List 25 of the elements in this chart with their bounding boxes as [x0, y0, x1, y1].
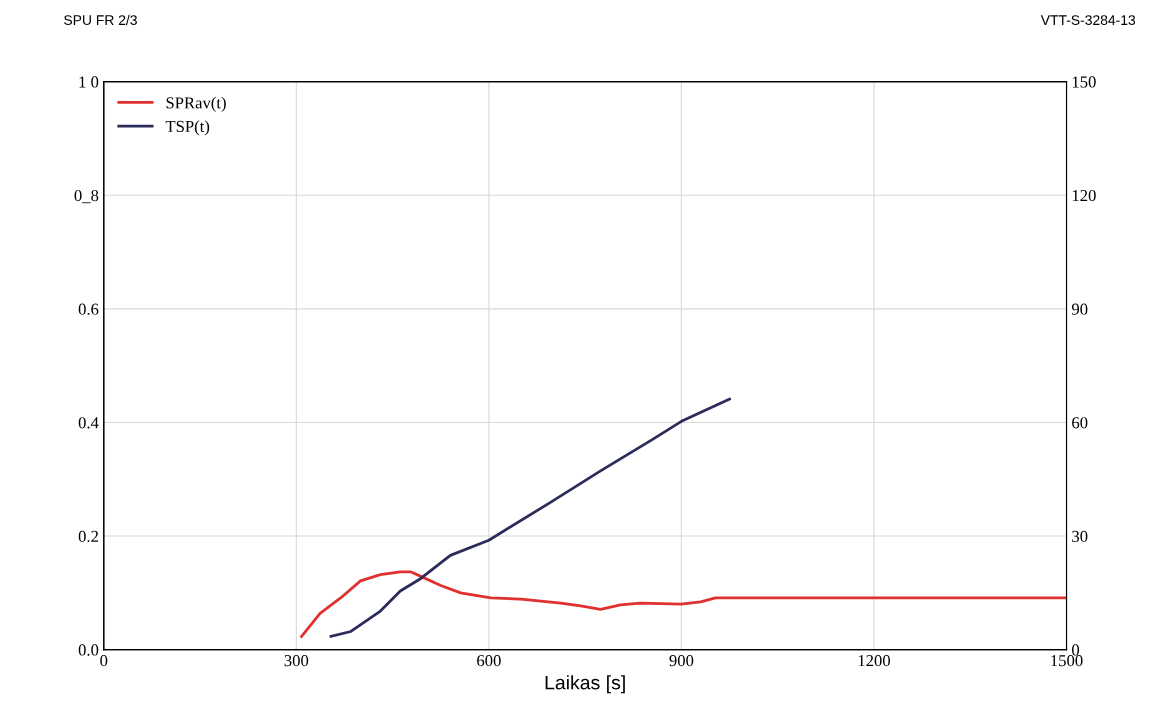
- x-tick-label: 600: [477, 654, 501, 667]
- y-tick-label: 0.2: [78, 530, 98, 543]
- y2-tick-label: 60: [1072, 417, 1088, 429]
- line-series: [300, 570, 1067, 638]
- y-tick-label: 1 0: [79, 76, 99, 88]
- y-tick-label: 0.6: [78, 303, 99, 315]
- x-tick-label: 1500: [1051, 654, 1083, 667]
- y2-tick-label: 30: [1072, 530, 1088, 542]
- y2-tick-label: 150: [1072, 76, 1096, 88]
- y2-tick-label: 90: [1071, 303, 1088, 315]
- x-tick-label: 1200: [858, 654, 891, 667]
- x-tick-label: 0: [100, 654, 108, 667]
- x-axis-title: Laikas [s]: [545, 675, 625, 694]
- legend-label: TSP(t): [165, 120, 210, 136]
- y-tick-label: 0.0: [78, 644, 99, 656]
- x-tick-label: 300: [284, 654, 309, 667]
- line-series: [329, 397, 731, 638]
- y-tick-label: 0_8: [74, 189, 99, 204]
- text: SPU FR 2/3: [64, 14, 137, 26]
- y2-tick-label: 120: [1072, 189, 1096, 202]
- y2-tick-label: 0: [1072, 644, 1080, 656]
- text: VTT-S-3284-13: [1040, 15, 1136, 26]
- y-tick-label: 0.4: [78, 417, 99, 429]
- legend-label: SPRav(t): [166, 96, 226, 112]
- x-tick-label: 900: [669, 654, 694, 667]
